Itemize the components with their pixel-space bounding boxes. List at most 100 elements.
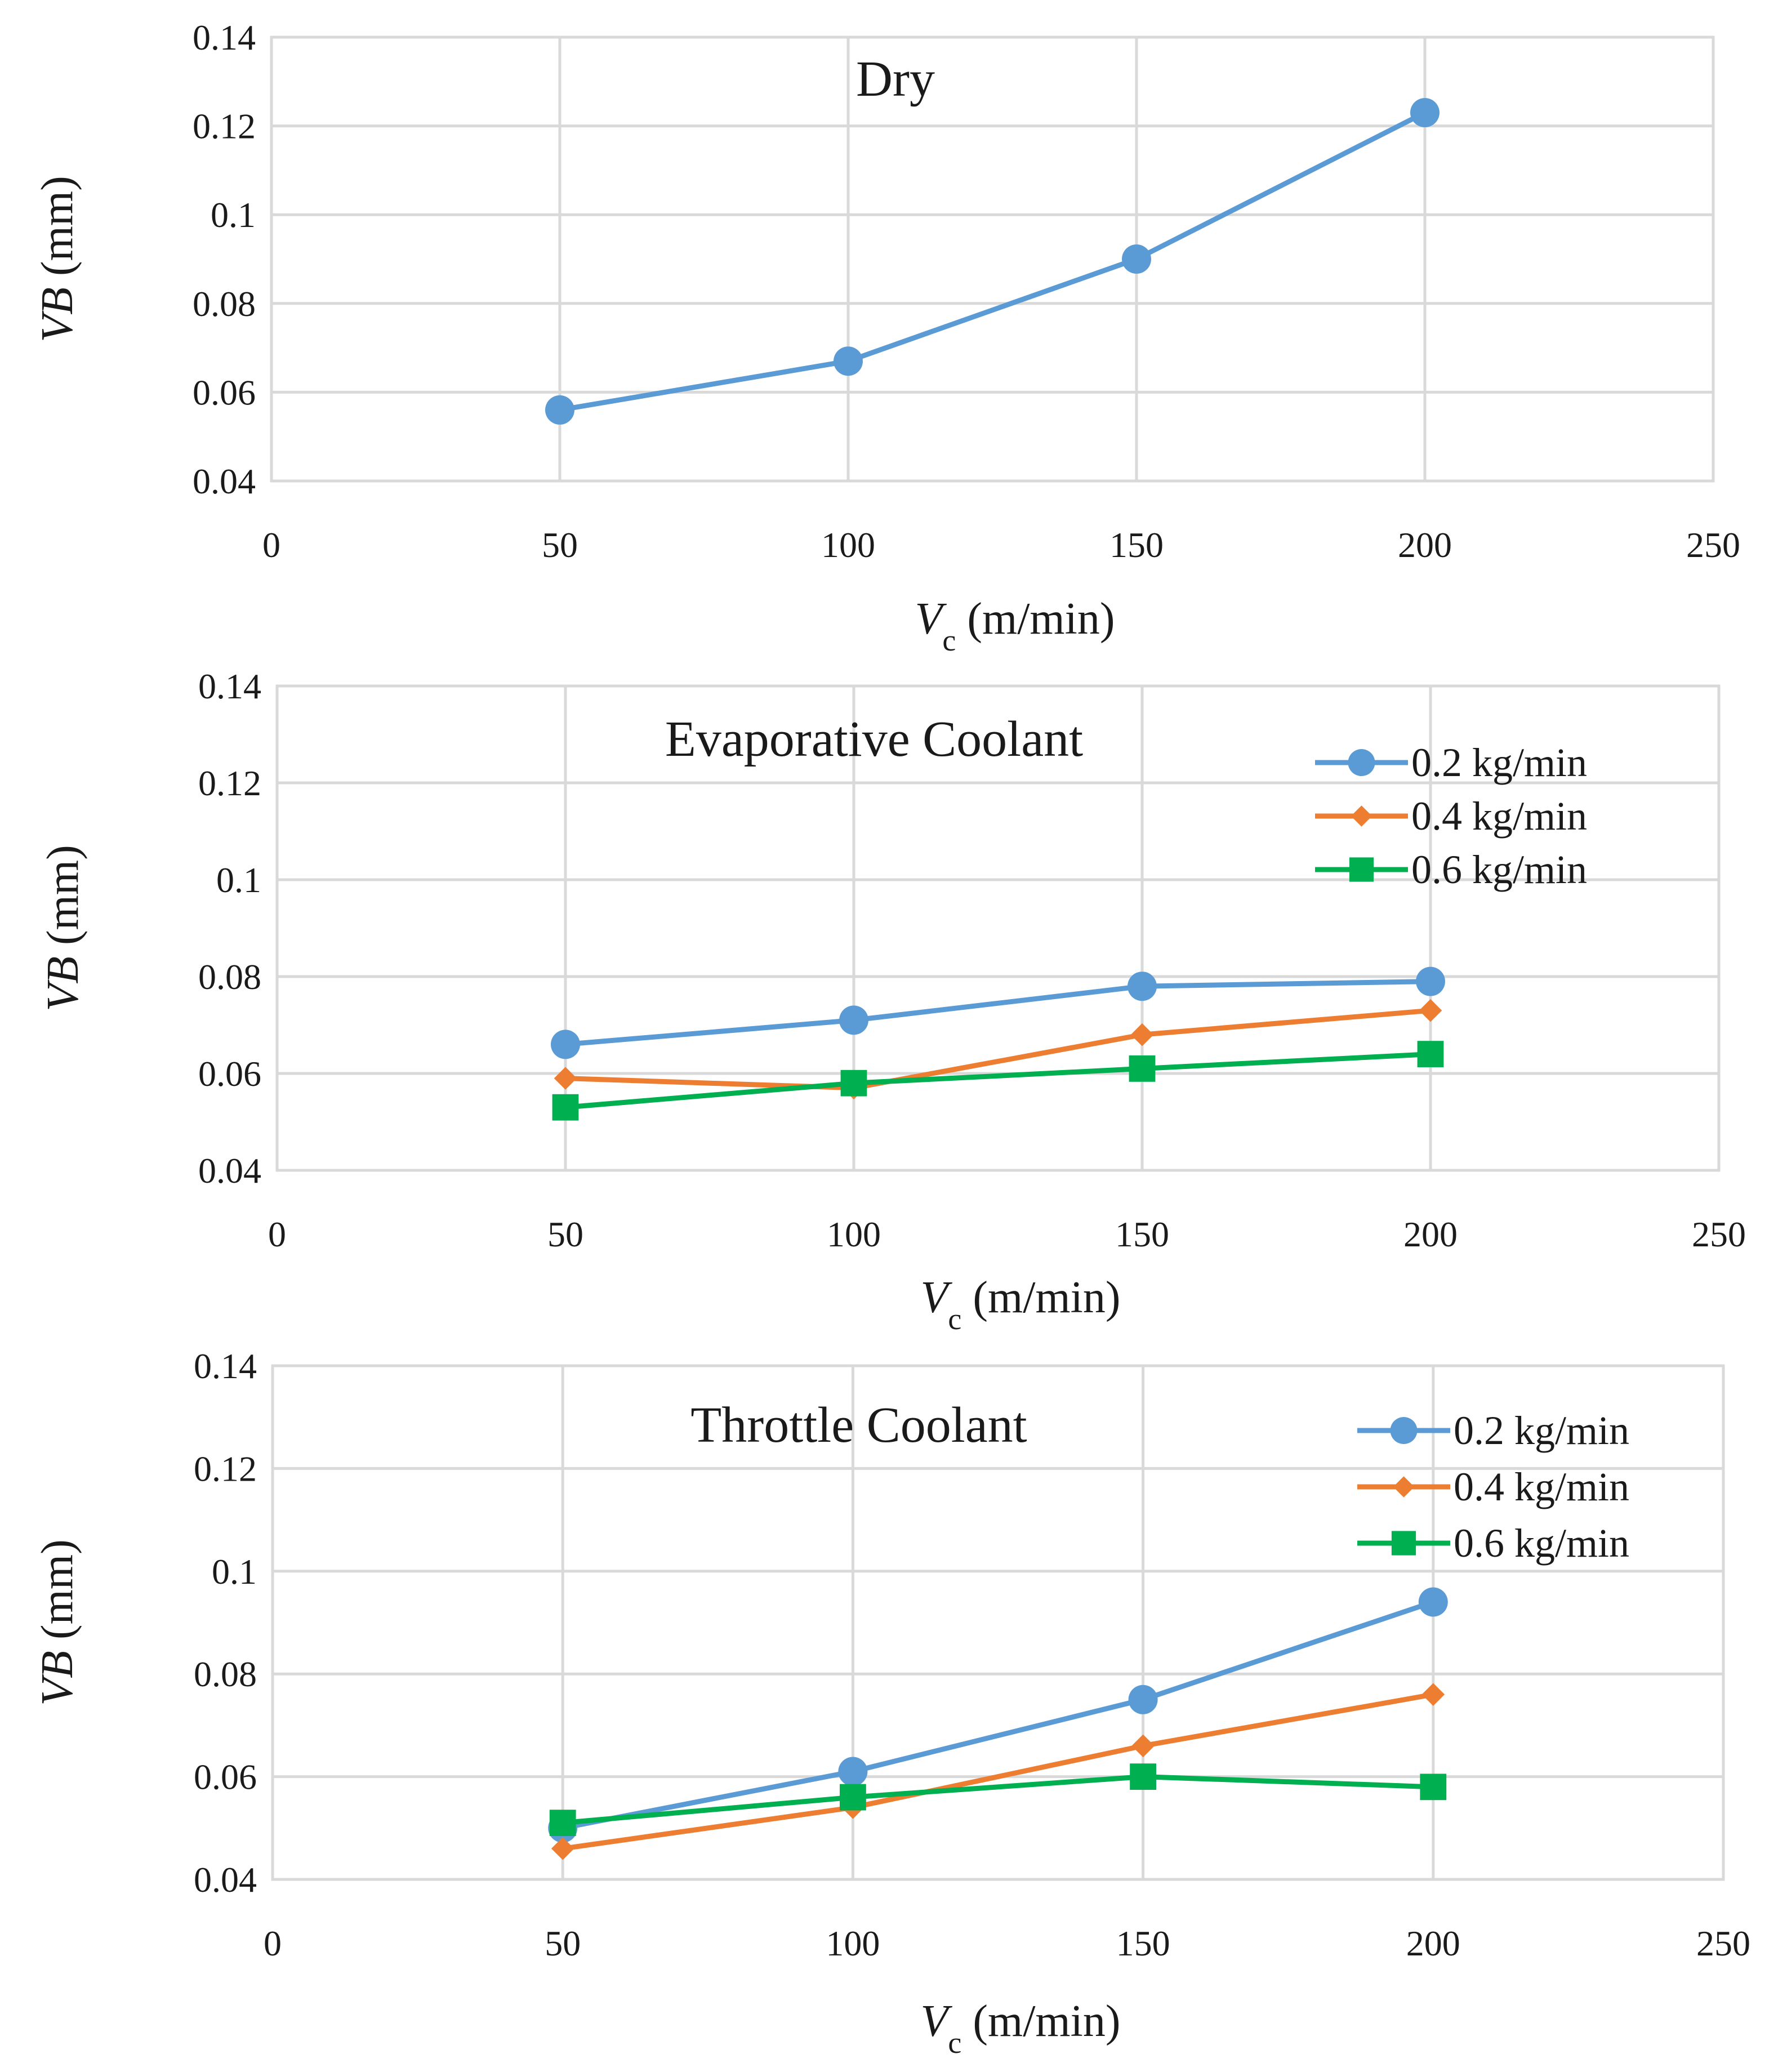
data-point <box>1410 97 1440 127</box>
data-point <box>1131 1734 1155 1758</box>
y-tick-label: 0.14 <box>194 1346 257 1386</box>
data-point <box>1130 1763 1156 1790</box>
data-point <box>839 1005 868 1035</box>
x-tick-label: 0 <box>264 1923 282 1963</box>
x-tick-label: 250 <box>1692 1214 1746 1254</box>
data-point <box>551 1030 580 1059</box>
data-point <box>554 1067 577 1090</box>
series-1 <box>551 966 1445 1059</box>
y-tick-label: 0.12 <box>193 106 256 146</box>
chart-title: Evaporative Coolant <box>665 711 1083 767</box>
x-tick-label: 200 <box>1406 1923 1460 1963</box>
series-line <box>562 1599 1434 1831</box>
y-tick-label: 0.14 <box>193 17 256 57</box>
chart-panel-3: 0 50 100 150 200 250 0.04 0.06 0.08 0.1 0.12 0.14 Th… <box>33 1346 1750 2060</box>
x-tick-label: 200 <box>1398 525 1452 565</box>
chart-title: Dry <box>856 51 935 107</box>
legend-marker <box>1390 1417 1418 1444</box>
data-point <box>552 1094 579 1121</box>
x-tick-label: 250 <box>1686 525 1740 565</box>
x-tick-label: 100 <box>821 525 875 565</box>
y-axis-title: VB (mm) <box>38 845 88 1011</box>
y-tick-label: 0.12 <box>194 1449 257 1489</box>
chart-title: Throttle Coolant <box>690 1397 1027 1453</box>
y-tick-label: 0.08 <box>198 957 261 997</box>
x-axis-title: Vc (m/min) <box>920 1997 1120 2060</box>
legend-label: 0.4 kg/min <box>1454 1464 1629 1509</box>
y-tick-label: 0.06 <box>193 372 256 412</box>
data-point <box>1416 966 1445 996</box>
legend-marker <box>1348 749 1375 776</box>
plot-frame <box>275 684 1721 1172</box>
series-line <box>565 1008 1431 1091</box>
legend-label: 0.6 kg/min <box>1411 847 1587 892</box>
x-tick-label: 0 <box>262 525 280 565</box>
data-point <box>840 1784 866 1811</box>
data-point <box>551 1837 574 1860</box>
legend-marker <box>1391 1531 1416 1556</box>
y-tick-label: 0.08 <box>194 1654 257 1694</box>
y-tick-label: 0.08 <box>193 284 256 324</box>
series-1 <box>545 97 1440 425</box>
y-tick-label: 0.1 <box>216 860 261 900</box>
y-tick-label: 0.04 <box>198 1151 261 1191</box>
y-axis-title: VB (mm) <box>33 1539 82 1705</box>
series-2 <box>554 999 1442 1100</box>
series-2 <box>551 1683 1445 1860</box>
x-axis-title: Vc (m/min) <box>915 594 1115 657</box>
data-point <box>838 1757 868 1786</box>
x-tick-label: 200 <box>1403 1214 1458 1254</box>
data-point <box>834 346 863 376</box>
y-tick-label: 0.04 <box>194 1860 257 1900</box>
data-point <box>1129 1055 1156 1082</box>
x-axis-title: Vc (m/min) <box>920 1273 1120 1336</box>
data-point <box>1421 1683 1445 1706</box>
data-point <box>1418 1587 1448 1617</box>
legend-marker <box>1393 1476 1415 1498</box>
legend: 0.2 kg/min 0.4 kg/min 0.6 kg/min <box>1357 1408 1629 1566</box>
data-point <box>1128 1685 1158 1714</box>
plot-frame <box>271 1364 1725 1881</box>
series-3 <box>552 1041 1444 1121</box>
series-line <box>565 1051 1431 1110</box>
y-tick-label: 0.06 <box>194 1757 257 1797</box>
series-line <box>562 1692 1434 1851</box>
data-point <box>1420 1774 1447 1801</box>
legend-marker <box>1351 805 1372 827</box>
data-point <box>1417 1041 1444 1067</box>
y-axis-title: VB (mm) <box>33 176 82 342</box>
series-3 <box>549 1763 1447 1837</box>
x-tick-label: 250 <box>1696 1923 1750 1963</box>
legend: 0.2 kg/min 0.4 kg/min 0.6 kg/min <box>1315 740 1587 892</box>
data-point <box>1122 244 1151 274</box>
x-tick-label: 150 <box>1115 1214 1169 1254</box>
data-point <box>1128 972 1157 1001</box>
data-point <box>549 1810 576 1837</box>
data-point <box>545 395 574 425</box>
x-tick-label: 150 <box>1109 525 1164 565</box>
legend-marker <box>1349 857 1374 882</box>
x-tick-label: 100 <box>827 1214 881 1254</box>
series-line <box>565 979 1431 1047</box>
data-point <box>840 1070 867 1097</box>
x-tick-label: 50 <box>547 1214 583 1254</box>
x-tick-label: 50 <box>545 1923 581 1963</box>
y-tick-label: 0.06 <box>198 1054 261 1094</box>
y-tick-label: 0.1 <box>212 1552 257 1592</box>
x-tick-label: 100 <box>826 1923 880 1963</box>
legend-label: 0.6 kg/min <box>1454 1521 1629 1566</box>
series-line <box>559 110 1427 413</box>
y-tick-label: 0.04 <box>193 461 256 501</box>
data-point <box>1130 1023 1154 1046</box>
series-line <box>562 1774 1433 1826</box>
chart-panel-2: 0 50 100 150 200 250 0.04 0.06 0.08 0.1 0.12 0.14 Ev… <box>38 666 1746 1336</box>
legend-label: 0.2 kg/min <box>1454 1408 1629 1453</box>
y-tick-label: 0.1 <box>211 195 256 235</box>
x-tick-label: 150 <box>1116 1923 1170 1963</box>
x-tick-label: 50 <box>542 525 578 565</box>
legend-label: 0.2 kg/min <box>1411 740 1587 785</box>
plot-frame <box>270 35 1715 483</box>
x-tick-label: 0 <box>268 1214 286 1254</box>
